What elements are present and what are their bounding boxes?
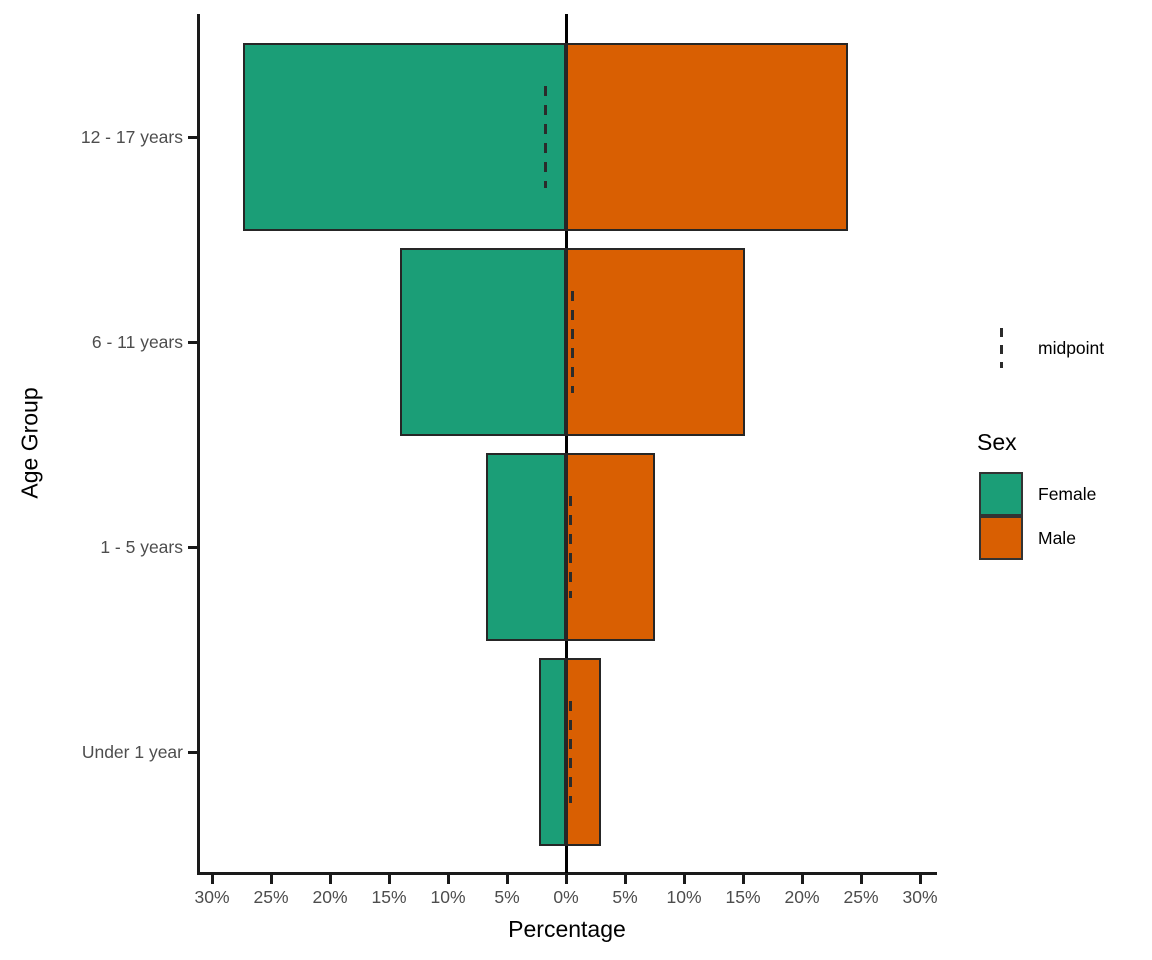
x-tick-5 (505, 874, 509, 884)
bar-male-under-1-year (566, 658, 602, 846)
midpoint-line-1-5-years (568, 496, 572, 598)
y-tick-label-6-11-years: 6 - 11 years (91, 332, 183, 352)
x-tick-label-2: 20% (312, 887, 348, 907)
x-tick-3 (387, 874, 391, 884)
y-tick-under-1-year (188, 750, 198, 754)
x-tick-8 (682, 874, 686, 884)
y-tick-12-17-years (188, 135, 198, 139)
zero-baseline (565, 14, 568, 873)
x-tick-label-7: 5% (612, 887, 638, 907)
x-tick-label-0: 30% (194, 887, 230, 907)
midpoint-legend-dash-icon (1000, 328, 1003, 368)
x-axis-title: Percentage (508, 916, 626, 942)
x-tick-7 (623, 874, 627, 884)
legend-label-male: Male (1038, 528, 1076, 548)
midpoint-legend-label: midpoint (1038, 338, 1105, 358)
midpoint-line-6-11-years (570, 291, 574, 393)
x-tick-1 (269, 874, 273, 884)
x-tick-4 (446, 874, 450, 884)
legend-label-female: Female (1038, 484, 1097, 504)
y-tick-label-under-1-year: Under 1 year (81, 742, 183, 762)
bar-female-1-5-years (485, 453, 566, 641)
bar-male-6-11-years (566, 248, 746, 436)
midpoint-line-under-1-year (568, 701, 572, 803)
legend-swatch-male (979, 516, 1023, 560)
bar-female-under-1-year (538, 658, 566, 846)
x-tick-label-5: 5% (494, 887, 520, 907)
x-tick-2 (328, 874, 332, 884)
x-tick-label-9: 15% (725, 887, 761, 907)
y-axis-title: Age Group (16, 387, 43, 499)
x-tick-6 (564, 874, 568, 884)
x-tick-label-4: 10% (430, 887, 466, 907)
x-tick-label-8: 10% (666, 887, 702, 907)
bar-male-12-17-years (566, 43, 849, 231)
bar-female-12-17-years (242, 43, 566, 231)
y-tick-label-1-5-years: 1 - 5 years (100, 537, 183, 557)
x-tick-9 (741, 874, 745, 884)
x-axis-line (197, 872, 937, 875)
x-tick-label-3: 15% (371, 887, 407, 907)
x-tick-label-11: 25% (843, 887, 879, 907)
x-tick-0 (210, 874, 214, 884)
legend-swatch-female (979, 472, 1023, 516)
x-tick-11 (859, 874, 863, 884)
bar-female-6-11-years (399, 248, 566, 436)
bar-male-1-5-years (566, 453, 655, 641)
x-tick-label-6: 0% (553, 887, 579, 907)
x-tick-label-1: 25% (253, 887, 289, 907)
y-tick-6-11-years (188, 340, 198, 344)
y-tick-1-5-years (188, 545, 198, 549)
x-tick-label-10: 20% (784, 887, 820, 907)
y-tick-label-12-17-years: 12 - 17 years (80, 127, 183, 147)
x-tick-12 (918, 874, 922, 884)
midpoint-line-12-17-years (543, 86, 547, 188)
x-tick-label-12: 30% (902, 887, 938, 907)
x-tick-10 (800, 874, 804, 884)
sex-legend-title: Sex (977, 429, 1017, 455)
y-axis-line (197, 14, 200, 873)
